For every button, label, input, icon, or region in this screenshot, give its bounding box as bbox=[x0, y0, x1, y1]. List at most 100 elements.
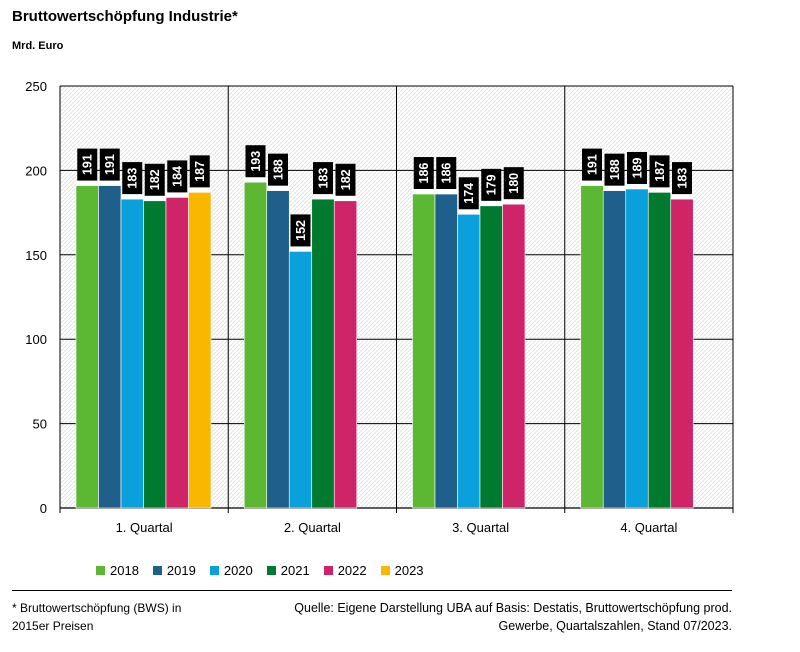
legend-label: 2023 bbox=[394, 563, 424, 578]
legend-label: 2021 bbox=[280, 563, 310, 578]
data-label-box bbox=[604, 153, 625, 186]
bar bbox=[625, 188, 649, 509]
bar bbox=[266, 190, 290, 509]
data-label: 184 bbox=[171, 166, 185, 187]
bar-label-gap bbox=[121, 194, 144, 200]
data-label-box bbox=[582, 148, 602, 181]
bar-label-gap bbox=[480, 200, 503, 206]
legend-label: 2020 bbox=[223, 563, 253, 578]
bar bbox=[502, 203, 526, 509]
bar-label-gap bbox=[143, 195, 166, 201]
footer-divider bbox=[12, 590, 732, 591]
data-label-box bbox=[627, 151, 647, 184]
data-label-box bbox=[245, 145, 266, 178]
legend-item: 2023 bbox=[380, 563, 424, 578]
data-label: 191 bbox=[103, 154, 117, 175]
bar-chart: 0 50 100 150 200 250 1. Quartal 2. Quartal 3. Qu… bbox=[25, 79, 734, 535]
data-label: 193 bbox=[249, 151, 263, 172]
legend-label: 2018 bbox=[110, 563, 139, 578]
data-label: 174 bbox=[462, 183, 476, 204]
y-tick-label: 50 bbox=[33, 417, 47, 432]
data-label-box bbox=[99, 148, 120, 181]
data-label: 183 bbox=[317, 168, 331, 189]
legend-label: 2019 bbox=[166, 563, 196, 578]
bar-label-gap bbox=[435, 189, 458, 195]
data-label: 182 bbox=[148, 169, 162, 190]
bar-label-gap bbox=[188, 187, 211, 193]
data-label-box bbox=[672, 162, 692, 195]
chart-title: Bruttowertschöpfung Industrie* bbox=[12, 8, 238, 25]
legend-item: 2021 bbox=[266, 563, 310, 578]
bar-label-gap bbox=[334, 195, 357, 201]
data-label: 186 bbox=[440, 163, 454, 184]
data-label-box bbox=[335, 163, 356, 196]
data-label-box bbox=[122, 162, 143, 195]
data-label-box bbox=[481, 168, 502, 201]
y-tick-label: 200 bbox=[25, 163, 47, 178]
legend-item: 2020 bbox=[209, 563, 253, 578]
data-label: 183 bbox=[126, 168, 140, 189]
data-label: 182 bbox=[339, 169, 353, 190]
bar bbox=[288, 251, 313, 509]
x-tick-label: 3. Quartal bbox=[452, 520, 509, 535]
data-label-box bbox=[144, 163, 165, 196]
data-label-box bbox=[77, 148, 98, 181]
bar bbox=[165, 197, 189, 509]
bar-label-gap bbox=[580, 180, 604, 186]
data-label-box bbox=[503, 167, 524, 200]
data-label-box bbox=[167, 160, 188, 193]
legend-swatch bbox=[323, 566, 333, 575]
data-label: 187 bbox=[653, 161, 667, 182]
data-label: 180 bbox=[507, 173, 521, 194]
x-tick-label: 1. Quartal bbox=[116, 520, 173, 535]
bar-label-gap bbox=[625, 183, 649, 189]
bar bbox=[98, 185, 122, 509]
bar-label-gap bbox=[603, 185, 626, 191]
bar-label-gap bbox=[457, 209, 480, 215]
y-tick-label: 250 bbox=[25, 79, 47, 94]
bar-label-gap bbox=[166, 192, 189, 198]
legend-label: 2022 bbox=[337, 563, 367, 578]
bar bbox=[311, 198, 335, 509]
data-label: 188 bbox=[608, 159, 622, 180]
x-tick-label: 2. Quartal bbox=[284, 520, 341, 535]
data-label-box bbox=[458, 177, 479, 210]
legend-swatch bbox=[96, 566, 105, 575]
footnote: * Bruttowertschöpfung (BWS) in 2015er Pr… bbox=[12, 601, 182, 633]
bar-label-gap bbox=[266, 185, 290, 191]
data-label: 189 bbox=[631, 157, 645, 178]
bar bbox=[120, 198, 144, 509]
bar bbox=[75, 185, 99, 509]
bar bbox=[647, 192, 672, 509]
legend-item: 2022 bbox=[323, 563, 367, 578]
bar bbox=[243, 181, 268, 509]
data-label-box bbox=[313, 162, 333, 195]
bar-label-gap bbox=[670, 194, 694, 200]
data-label-box bbox=[268, 153, 288, 186]
data-label: 191 bbox=[81, 154, 95, 175]
bar bbox=[412, 193, 436, 509]
bar bbox=[580, 185, 604, 509]
legend-item: 2018 bbox=[96, 563, 139, 578]
data-label: 152 bbox=[294, 220, 308, 241]
data-label: 183 bbox=[676, 168, 690, 189]
bar-label-gap bbox=[311, 194, 335, 200]
bar-label-gap bbox=[412, 189, 435, 195]
data-label: 179 bbox=[485, 174, 499, 195]
y-tick-label: 150 bbox=[25, 248, 47, 263]
data-label: 186 bbox=[417, 163, 431, 184]
data-label: 188 bbox=[272, 159, 286, 180]
legend-item: 2019 bbox=[152, 563, 196, 578]
bar bbox=[188, 192, 212, 509]
y-tick-label: 0 bbox=[40, 501, 47, 516]
bar-label-gap bbox=[98, 180, 121, 186]
data-label: 191 bbox=[586, 154, 600, 175]
data-label-box bbox=[436, 157, 457, 190]
bar bbox=[434, 193, 458, 509]
legend-swatch bbox=[266, 566, 276, 575]
bar bbox=[479, 205, 503, 509]
legend-swatch bbox=[380, 566, 390, 575]
legend-swatch bbox=[209, 566, 219, 575]
data-label-box bbox=[649, 155, 670, 188]
data-label: 187 bbox=[193, 161, 207, 182]
